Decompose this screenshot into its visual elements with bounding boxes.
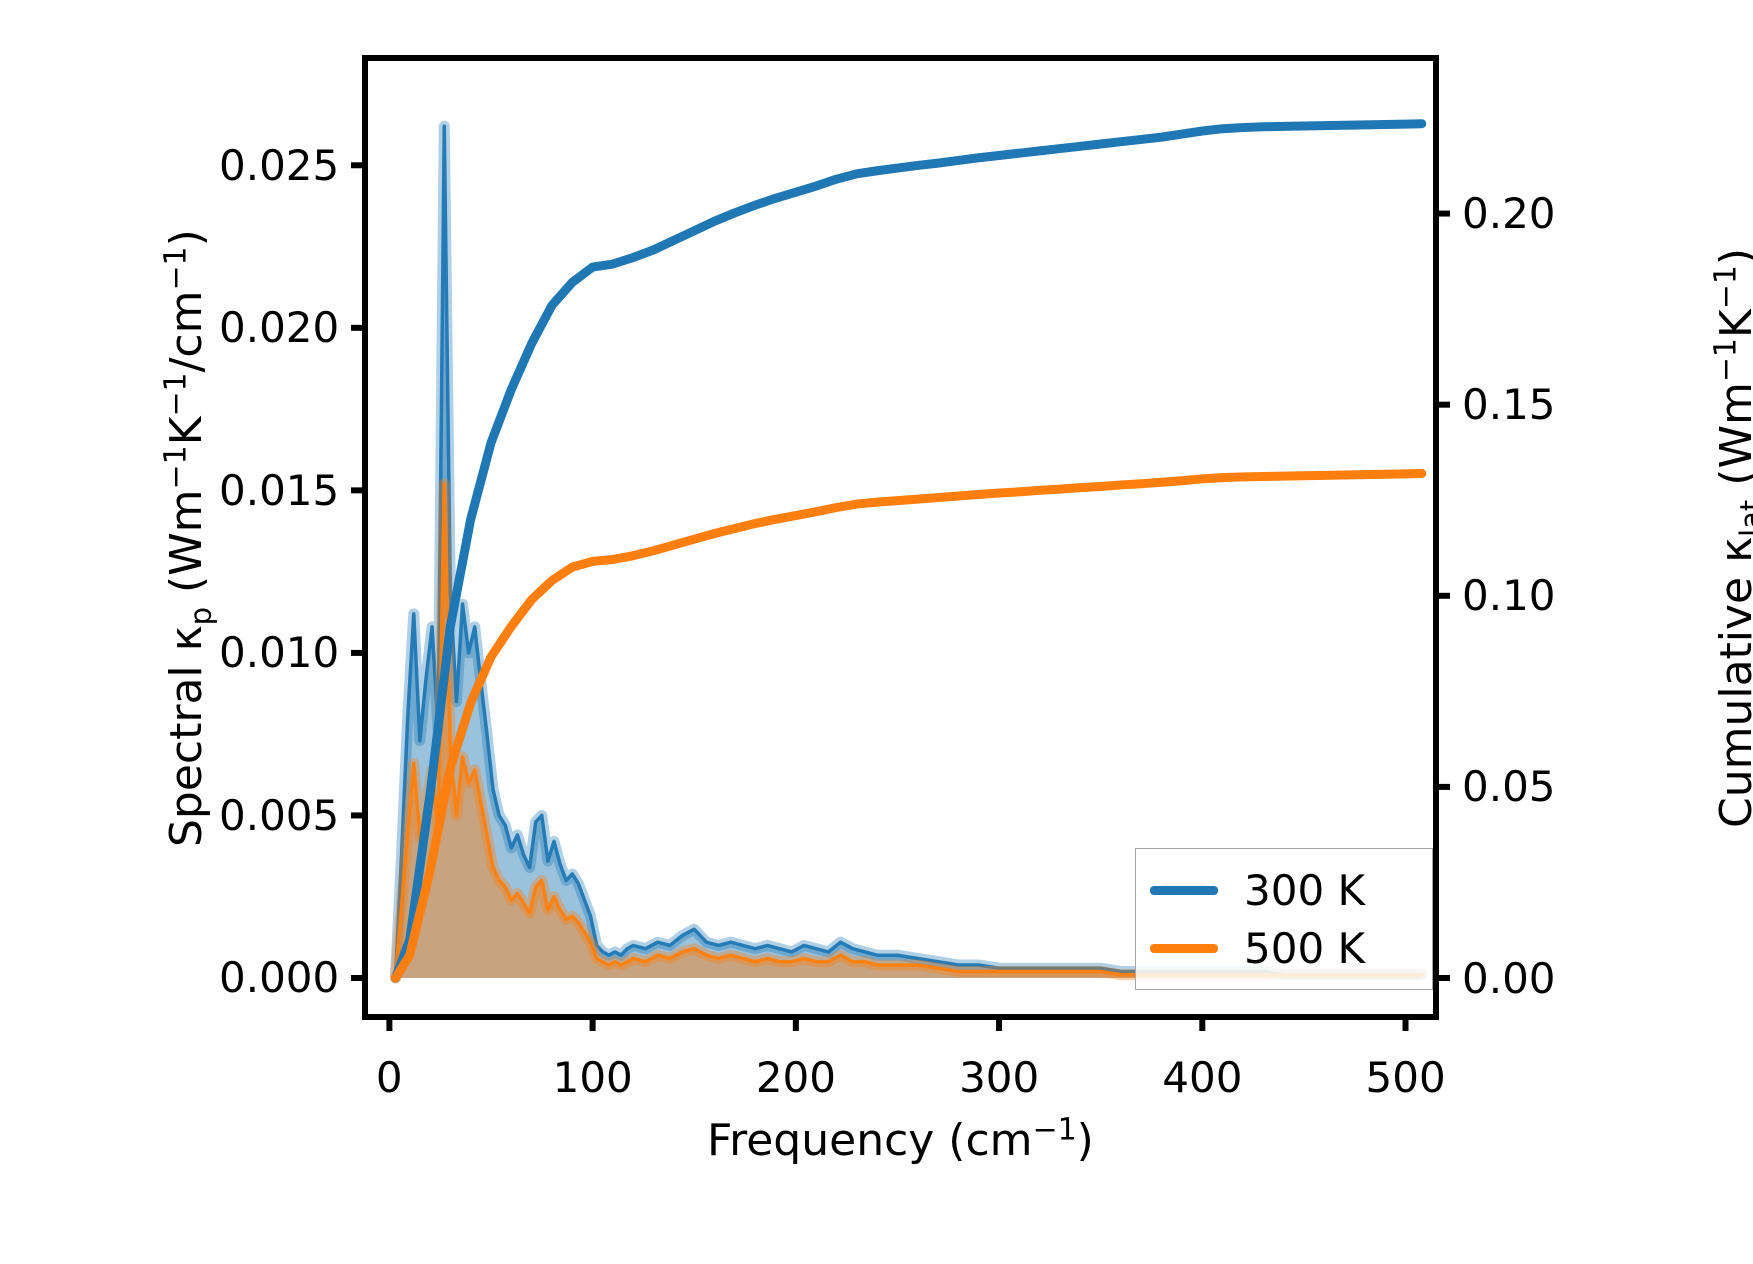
legend-item-500k[interactable]: 500 K bbox=[1150, 919, 1414, 977]
legend-label-500k: 500 K bbox=[1244, 923, 1366, 973]
legend-item-300k[interactable]: 300 K bbox=[1150, 861, 1414, 919]
y-left-tick-label-0: 0.000 bbox=[219, 953, 340, 1003]
cumulative-line-300k bbox=[390, 119, 1427, 983]
x-axis-title-exp: −1 bbox=[1032, 1112, 1077, 1148]
y-left-tick-label-4: 0.020 bbox=[219, 303, 340, 353]
y-left-tick-label-3: 0.015 bbox=[219, 465, 340, 515]
y-right-tick-label-4: 0.20 bbox=[1462, 189, 1556, 239]
x-tick-label-100: 100 bbox=[552, 1052, 633, 1102]
plot-frame bbox=[362, 55, 1439, 1020]
y-right-tick-label-2: 0.10 bbox=[1462, 571, 1556, 621]
spectral-fill-300k bbox=[395, 126, 1422, 978]
legend-swatch-300k bbox=[1150, 885, 1218, 895]
legend-swatch-500k bbox=[1150, 943, 1218, 953]
y-left-tick-label-2: 0.010 bbox=[219, 628, 340, 678]
x-axis-title-main: Frequency (cm bbox=[707, 1115, 1033, 1166]
x-tick-label-400: 400 bbox=[1162, 1052, 1243, 1102]
x-tick-label-300: 300 bbox=[959, 1052, 1040, 1102]
x-axis-title: Frequency (cm−1) bbox=[707, 1115, 1094, 1166]
y-left-tick-label-1: 0.005 bbox=[219, 790, 340, 840]
x-tick-label-500: 500 bbox=[1365, 1052, 1446, 1102]
spectral-fill-500k bbox=[395, 483, 1422, 978]
spectral-outline-500k bbox=[393, 482, 1424, 980]
legend-label-300k: 300 K bbox=[1244, 865, 1366, 915]
spectral-outline-300k bbox=[393, 124, 1424, 980]
y-right-tick-label-0: 0.00 bbox=[1462, 953, 1556, 1003]
legend[interactable]: 300 K 500 K bbox=[1135, 848, 1433, 990]
x-tick-label-0: 0 bbox=[375, 1052, 403, 1102]
y-right-tick-label-1: 0.05 bbox=[1462, 762, 1556, 812]
x-tick-label-200: 200 bbox=[755, 1052, 836, 1102]
x-axis-title-close: ) bbox=[1076, 1115, 1094, 1166]
y-left-tick-label-5: 0.025 bbox=[219, 140, 340, 190]
cumulative-line-500k bbox=[390, 468, 1427, 983]
y-right-tick-label-3: 0.15 bbox=[1462, 380, 1556, 430]
